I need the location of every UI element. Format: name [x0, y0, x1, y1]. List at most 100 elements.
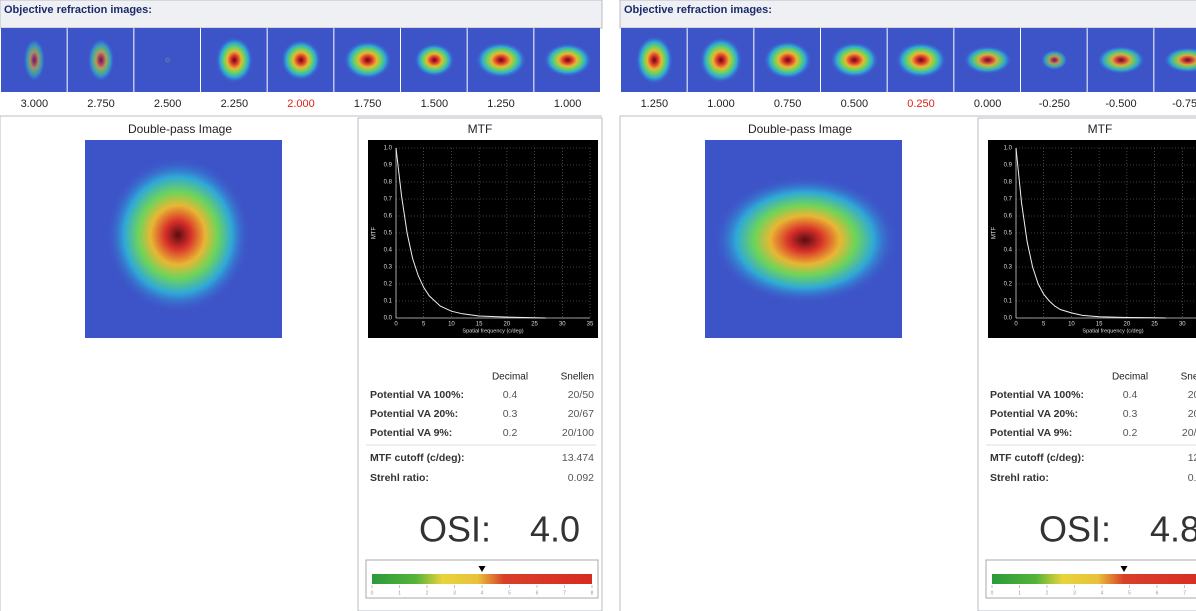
thumbnail-spot [764, 41, 812, 79]
scale-tick-label: 7 [1183, 590, 1186, 596]
snellen-value: 20/50 [1188, 389, 1196, 401]
scale-tick-label: 3 [1073, 590, 1076, 596]
x-tick-label: 20 [504, 322, 511, 328]
y-tick-label: 0.0 [1004, 316, 1013, 322]
osi-scale-bar [992, 574, 1196, 584]
osi-value: 4.8 [1150, 509, 1196, 550]
decimal-value: 0.3 [503, 408, 518, 420]
x-tick-label: 10 [1068, 322, 1075, 328]
refraction-label: 0.250 [907, 98, 935, 110]
x-tick-label: 25 [1151, 322, 1158, 328]
decimal-value: 0.4 [503, 389, 518, 401]
row-label: Potential VA 20%: [990, 408, 1078, 420]
scale-tick-label: 1 [1018, 590, 1021, 596]
scale-tick-label: 4 [481, 590, 484, 596]
mtf-title: MTF [468, 122, 493, 136]
double-pass-spot [106, 157, 250, 313]
column-header: Snellen [561, 372, 594, 383]
refraction-label: -0.500 [1105, 98, 1136, 110]
metric-value: 0.089 [1188, 472, 1196, 484]
snellen-value: 20/67 [1188, 408, 1196, 420]
decimal-value: 0.2 [503, 427, 518, 439]
thumbnail-spot [636, 36, 673, 85]
column-header: Decimal [1112, 372, 1148, 383]
thumbnail-spot [344, 41, 392, 79]
metric-label: MTF cutoff (c/deg): [370, 452, 464, 464]
scale-tick-label: 0 [991, 590, 994, 596]
osi-value: 4.0 [530, 509, 580, 550]
refraction-label: 1.250 [641, 98, 669, 110]
y-tick-label: 0.3 [1004, 265, 1013, 271]
row-label: Potential VA 100%: [990, 389, 1084, 401]
double-pass-spot [713, 176, 897, 304]
y-tick-label: 0.7 [1004, 197, 1013, 203]
x-tick-label: 15 [476, 322, 483, 328]
panel: Objective refraction images: 3.000 2.750 2.… [0, 0, 602, 611]
refraction-label: -0.750 [1172, 98, 1196, 110]
column-header: Snellen [1181, 372, 1196, 383]
y-axis-label: MTF [372, 227, 378, 240]
osi-label: OSI: [1039, 509, 1111, 550]
decimal-value: 0.3 [1123, 408, 1138, 420]
thumbnail-spot [164, 57, 171, 63]
thumbnail-spot [896, 42, 947, 78]
x-tick-label: 30 [1179, 322, 1186, 328]
thumbnail-spot [24, 38, 45, 82]
column-header: Decimal [492, 372, 528, 383]
x-tick-label: 20 [1124, 322, 1131, 328]
y-tick-label: 0.1 [1004, 299, 1013, 305]
decimal-value: 0.4 [1123, 389, 1138, 401]
header-title: Objective refraction images: [624, 4, 772, 16]
y-tick-label: 0.7 [384, 197, 393, 203]
y-tick-label: 0.5 [384, 231, 393, 237]
y-axis-label: MTF [992, 227, 998, 240]
refraction-label: 1.250 [487, 98, 515, 110]
metric-value: 0.092 [568, 472, 594, 484]
refraction-label: 2.000 [287, 98, 315, 110]
y-tick-label: 0.2 [1004, 282, 1013, 288]
refraction-label: 1.750 [354, 98, 382, 110]
thumbnail-spot [88, 38, 115, 82]
y-tick-label: 0.6 [1004, 214, 1013, 220]
osi-label: OSI: [419, 509, 491, 550]
thumbnail-spot [700, 37, 743, 83]
refraction-label: 1.500 [421, 98, 449, 110]
y-tick-label: 0.1 [384, 299, 393, 305]
y-tick-label: 0.3 [384, 265, 393, 271]
metric-label: MTF cutoff (c/deg): [990, 452, 1084, 464]
y-tick-label: 1.0 [384, 146, 393, 152]
refraction-label: 2.250 [221, 98, 249, 110]
refraction-label: 0.000 [974, 98, 1002, 110]
refraction-label: 2.750 [87, 98, 115, 110]
refraction-label: 3.000 [21, 98, 49, 110]
snellen-value: 20/100 [562, 427, 594, 439]
x-tick-label: 35 [587, 322, 594, 328]
screenshot: Objective refraction images: 3.000 2.750 2.… [0, 0, 1196, 611]
refraction-label: -0.250 [1039, 98, 1070, 110]
scale-tick-label: 4 [1101, 590, 1104, 596]
y-tick-label: 0.4 [1004, 248, 1013, 254]
thumbnail-spot [1097, 46, 1145, 74]
panel-gap [603, 0, 617, 611]
x-tick-label: 15 [1096, 322, 1103, 328]
metric-label: Strehl ratio: [990, 472, 1049, 484]
snellen-value: 20/67 [568, 408, 594, 420]
row-label: Potential VA 9%: [990, 427, 1072, 439]
scale-tick-label: 5 [1128, 590, 1131, 596]
y-tick-label: 0.2 [384, 282, 393, 288]
thumbnail-spot [830, 42, 878, 78]
refraction-label: 0.500 [841, 98, 869, 110]
double-pass-title: Double-pass Image [128, 122, 232, 136]
row-label: Potential VA 20%: [370, 408, 458, 420]
scale-tick-label: 1 [398, 590, 401, 596]
snellen-value: 20/100 [1182, 427, 1196, 439]
thumbnail-spot [216, 37, 253, 83]
scale-tick-label: 8 [591, 590, 594, 596]
x-axis-label: Spatial frequency (c/deg) [462, 328, 523, 334]
row-label: Potential VA 9%: [370, 427, 452, 439]
x-tick-label: 25 [531, 322, 538, 328]
row-label: Potential VA 100%: [370, 389, 464, 401]
y-tick-label: 1.0 [1004, 146, 1013, 152]
header-title: Objective refraction images: [4, 4, 152, 16]
